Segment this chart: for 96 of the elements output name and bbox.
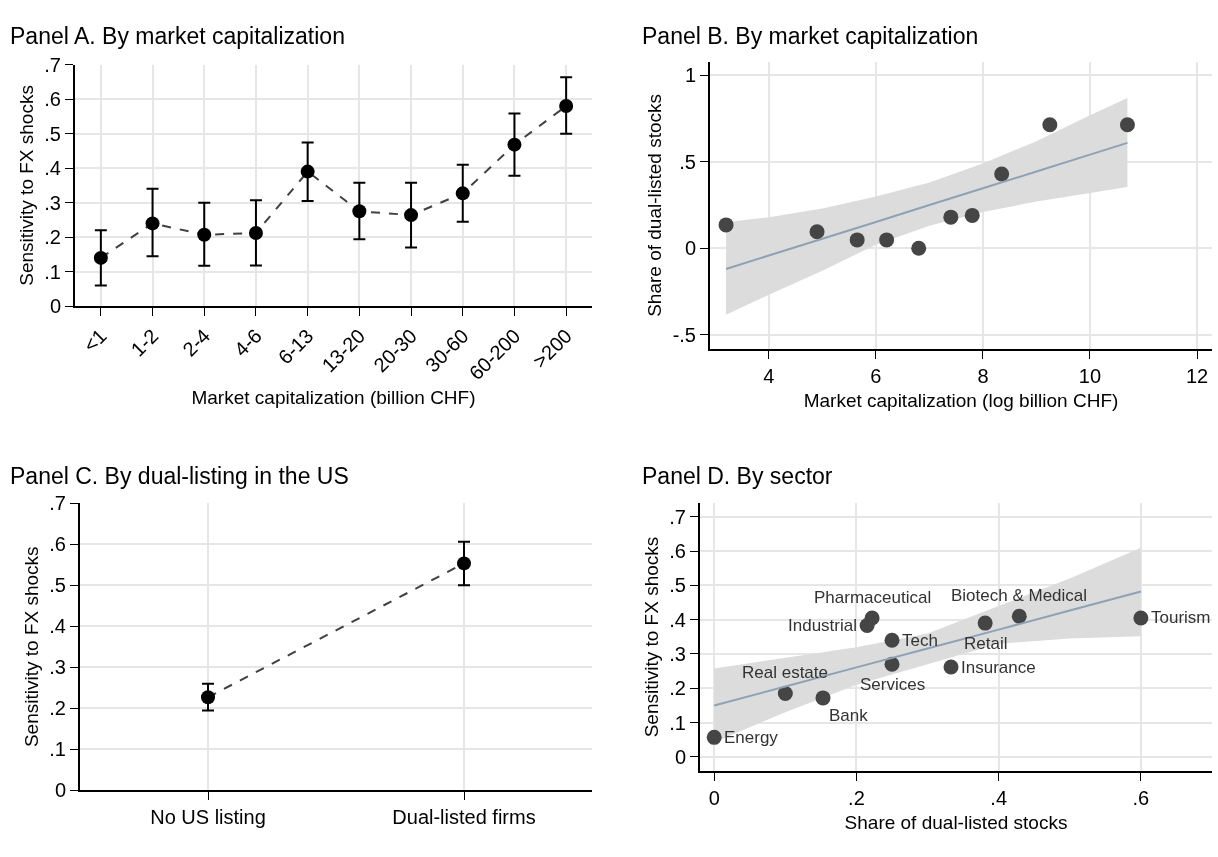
y-tick-label: .5 [679,150,696,173]
point [1011,608,1027,624]
y-tick-label: 0 [49,295,61,318]
x-tick-label: No US listing [150,806,266,829]
y-tick-label: .1 [669,711,686,734]
y-tick-label: .2 [49,697,66,720]
point [849,232,865,248]
y-tick-label: .7 [44,53,61,76]
y-tick-label: .1 [49,738,66,761]
x-tick-label: Dual-listed firms [392,806,536,829]
point [964,207,980,223]
y-tick-label: .4 [669,608,686,631]
annotation: Retail [964,634,1008,653]
y-tick-label: 0 [684,237,696,260]
point [507,137,522,152]
point [943,209,959,225]
point [1119,117,1135,133]
point [145,216,160,231]
x-tick-label: .4 [990,786,1008,809]
point [404,208,419,223]
y-axis-title: Sensitivity to FX shocks [640,536,662,738]
x-tick-label: <1 [79,324,111,357]
chart-title: Panel B. By market capitalization [642,23,979,49]
y-axis-title: Sensitivity to FX shocks [20,546,42,748]
x-tick-label: 1-2 [126,324,163,361]
y-tick-label: -.5 [672,323,696,346]
point [879,232,895,248]
line-series [725,141,1129,270]
point [1133,610,1149,626]
y-tick-label: .4 [49,615,66,638]
point [455,186,470,201]
annotation: Industrial [788,616,857,635]
point [559,99,574,113]
annotation: Insurance [961,658,1036,677]
x-tick-label: .6 [1132,786,1150,809]
y-tick-label: 0 [674,745,686,768]
chart-title: Panel A. By market capitalization [10,23,345,49]
point [777,685,793,701]
point [943,659,959,675]
y-axis-title: Sensitivity to FX shocks [15,85,37,286]
y-tick-label: .7 [49,492,66,515]
y-tick-label: .6 [49,533,66,556]
point [706,729,722,745]
x-axis-title: Share of dual-listed stocks [844,812,1068,834]
annotation: Pharmaceutical [814,588,932,607]
y-tick-label: .6 [669,540,686,563]
point [809,224,825,240]
y-tick-label: .2 [669,677,686,700]
point [884,632,900,648]
annotation: Bank [829,706,869,725]
x-tick-label: 4-6 [229,324,266,361]
x-tick-label: 4 [763,365,775,388]
y-tick-label: .4 [44,157,61,180]
chart-title: Panel D. By sector [642,463,833,489]
point [977,615,993,631]
y-tick-label: .6 [44,88,61,111]
y-tick-label: .3 [49,656,66,679]
point [300,164,315,179]
y-tick-label: 1 [684,64,696,87]
x-tick-label: 2-4 [178,324,215,361]
x-tick-label: .2 [848,786,865,809]
point [197,227,212,242]
point [859,618,875,634]
point [1042,117,1058,133]
y-tick-label: .5 [669,574,686,597]
chart-title: Panel C. By dual-listing in the US [10,463,349,489]
line-series [713,590,1142,707]
y-tick-label: .5 [44,122,61,145]
x-tick-label: 8 [977,365,989,388]
x-tick-label: 0 [708,786,720,809]
annotation: Real estate [742,663,828,682]
point [248,226,263,241]
x-tick-label: 12 [1185,365,1209,388]
annotation: Tech [902,631,938,650]
point [93,250,108,265]
y-tick-label: .3 [44,191,61,214]
x-tick-label: 10 [1078,365,1102,388]
annotation: Services [860,675,926,694]
annotation: Tourism [1151,608,1211,627]
y-tick-label: .1 [44,260,61,283]
x-axis-title: Market capitalization (log billion CHF) [803,390,1119,412]
annotation: Energy [724,728,779,747]
y-axis-title: Share of dual-listed stocks [644,93,666,317]
point [718,217,734,233]
point [352,204,367,219]
y-tick-label: .3 [669,642,686,665]
x-tick-label: 6-13 [273,324,318,369]
y-tick-label: .7 [669,505,686,528]
annotation: Biotech & Medical [951,586,1088,605]
point [911,240,927,256]
x-tick-label: 6 [870,365,882,388]
point [815,690,831,706]
y-tick-label: .2 [44,226,61,249]
point [994,166,1010,182]
y-tick-label: .5 [49,574,66,597]
x-axis-title: Market capitalization (billion CHF) [191,387,476,409]
